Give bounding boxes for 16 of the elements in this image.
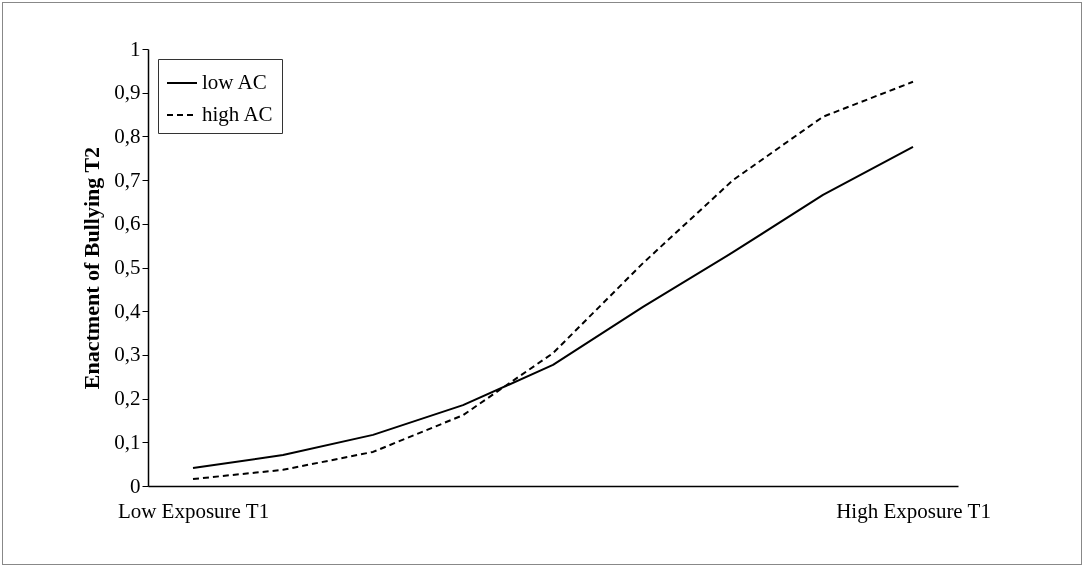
y-tick-label: 0,2 [114, 386, 141, 411]
y-tick-label: 0,3 [114, 342, 141, 367]
x-tick-label: High Exposure T1 [836, 498, 991, 523]
y-tick-label: 0,5 [114, 255, 141, 279]
y-tick-label: 1 [130, 36, 141, 61]
y-tick-label: 0 [130, 473, 141, 498]
legend-label: high AC [202, 102, 273, 126]
y-tick-label: 0,4 [114, 298, 141, 323]
x-tick-label: Low Exposure T1 [117, 498, 270, 523]
legend-label: low AC [202, 70, 267, 94]
y-axis-title: Enactment of Bullying T2 [79, 146, 105, 390]
y-tick-label: 0,6 [114, 211, 141, 236]
y-tick-label: 0,8 [114, 123, 141, 148]
y-tick-label: 0,1 [114, 429, 141, 454]
y-tick-label: 0,9 [114, 80, 141, 105]
y-tick-label: 0,7 [114, 167, 141, 192]
